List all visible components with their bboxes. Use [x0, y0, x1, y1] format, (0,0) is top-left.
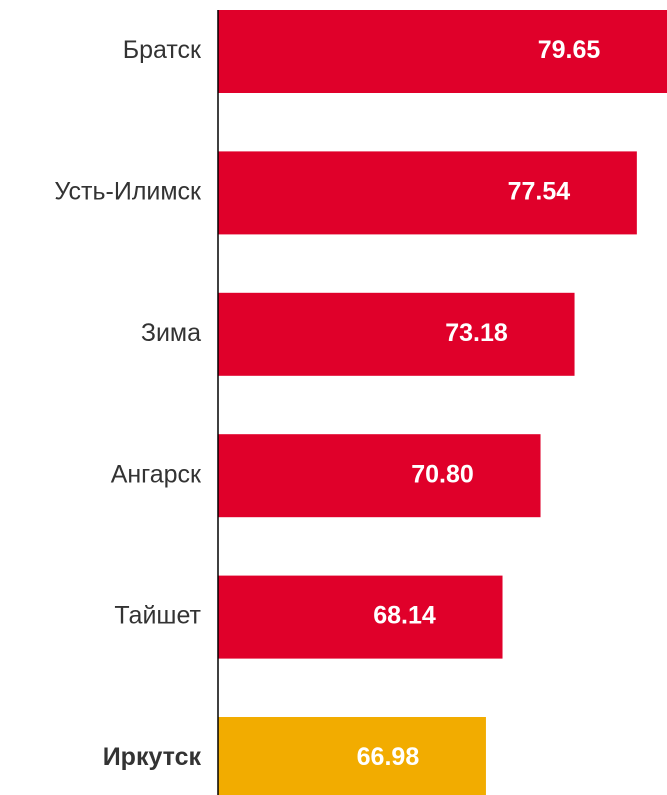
- bar: [218, 292, 575, 376]
- value-label: 79.65: [538, 36, 601, 64]
- category-label: Иркутск: [103, 743, 202, 771]
- bar: [218, 575, 503, 659]
- value-label: 66.98: [357, 743, 420, 771]
- bar: [218, 10, 667, 93]
- value-label: 70.80: [411, 460, 474, 488]
- category-label: Братск: [123, 36, 202, 64]
- category-label: Тайшет: [114, 602, 201, 630]
- bar: [218, 717, 486, 795]
- bar: [218, 151, 637, 235]
- value-label: 68.14: [373, 602, 436, 630]
- category-label: Усть-Илимск: [54, 178, 202, 206]
- bar: [218, 434, 541, 518]
- value-label: 73.18: [445, 319, 508, 347]
- category-label: Ангарск: [111, 460, 202, 488]
- category-label: Зима: [141, 319, 201, 347]
- value-label: 77.54: [508, 178, 571, 206]
